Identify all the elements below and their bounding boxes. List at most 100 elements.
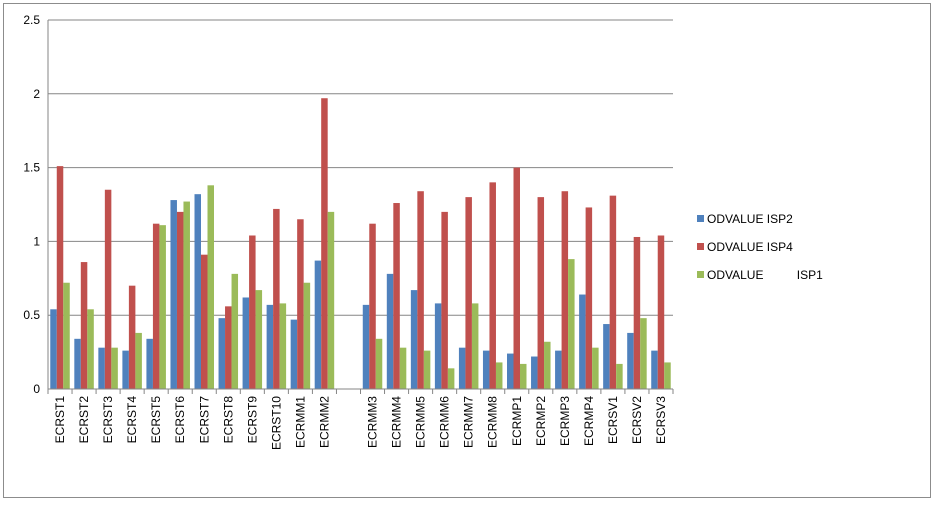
bar: [633, 236, 641, 389]
x-tick-label: ECRMM8: [486, 396, 500, 448]
bar: [375, 338, 383, 389]
x-tick-label: ECRMP2: [534, 396, 548, 446]
bar: [520, 363, 527, 389]
x-tick-label: ECRST1: [53, 396, 67, 444]
bar: [297, 219, 304, 389]
bar: [544, 341, 551, 389]
x-tick-label: ECRMP3: [558, 396, 572, 446]
x-tick-label: ECRST8: [221, 396, 235, 444]
legend-label: ODVALUE ISP2: [707, 212, 793, 226]
bar: [386, 273, 394, 389]
bar: [146, 338, 153, 389]
bar: [279, 303, 287, 389]
bar: [585, 207, 593, 389]
bar: [458, 347, 466, 389]
bar: [231, 273, 239, 389]
bar: [249, 235, 256, 389]
x-tick-label: ECRST3: [101, 396, 115, 444]
x-tick-label: ECRMM1: [293, 396, 307, 448]
bar: [303, 282, 311, 389]
bar: [537, 197, 545, 389]
x-axis: ECRST1 ECRST2 ECRST3 ECRST4 ECRST5 ECRST6 ECRS…: [47, 388, 674, 450]
y-tick-label: 0.5: [23, 308, 40, 322]
x-tick-label: ECRMM4: [390, 396, 404, 448]
y-tick-label: 2.5: [23, 13, 40, 27]
bar: [471, 303, 479, 389]
bar: [104, 189, 112, 389]
bar: [531, 356, 538, 389]
y-tick-label: 0: [33, 382, 40, 396]
bar: [651, 350, 658, 389]
bar: [627, 332, 634, 389]
bar: [327, 211, 335, 389]
bar: [80, 262, 88, 389]
bar: [63, 282, 70, 389]
x-tick-label: ECRST5: [149, 396, 163, 444]
bar: [657, 235, 665, 389]
bar: [579, 294, 586, 389]
bar: [561, 191, 569, 389]
bar: [176, 211, 184, 389]
x-tick-label: ECRMM7: [462, 396, 476, 448]
bar: [56, 166, 64, 389]
legend: ODVALUE ISP2 ODVALUE ISP4 ODVALUE ISP1: [697, 212, 823, 282]
x-tick-label: ECRMM6: [438, 396, 452, 448]
bar: [482, 350, 490, 389]
bar: [170, 200, 177, 389]
bar: [609, 195, 617, 389]
legend-label: ODVALUE ISP4: [707, 240, 793, 254]
bar: [225, 306, 232, 389]
bars: [50, 98, 671, 389]
bar: [399, 347, 407, 389]
bar: [495, 362, 503, 389]
y-tick-label: 1.5: [23, 161, 40, 175]
bar: [159, 225, 166, 389]
y-axis: 0 0.5 1 1.5 2 2.5: [23, 13, 49, 396]
bar: [616, 363, 623, 389]
bar: [135, 332, 142, 389]
x-tick-label: ECRMP1: [510, 396, 524, 446]
bar: [592, 347, 599, 389]
x-tick-label: ECRMM3: [366, 396, 380, 448]
bar: [568, 259, 575, 389]
bar: [417, 191, 424, 389]
bar: [369, 223, 376, 389]
bar: [640, 318, 647, 389]
bar: [603, 324, 610, 389]
bar: [273, 208, 280, 389]
bar: [122, 350, 129, 389]
x-tick-label: ECRSV2: [630, 396, 644, 444]
bar: [183, 201, 190, 389]
x-tick-label: ECRST7: [197, 396, 211, 444]
bar: [152, 223, 160, 389]
bar: [489, 182, 496, 389]
bar: [266, 304, 274, 389]
bar: [423, 350, 431, 389]
x-tick-label: ECRST2: [77, 396, 91, 444]
bar: [434, 303, 442, 389]
bar: [50, 309, 57, 389]
bar: [664, 362, 671, 389]
bar: [242, 297, 250, 389]
x-tick-label: ECRSV1: [606, 396, 620, 444]
bar: [128, 285, 136, 389]
bar: [447, 368, 455, 389]
y-tick-label: 1: [33, 234, 40, 248]
x-tick-label: ECRST6: [173, 396, 187, 444]
legend-swatch: [697, 215, 704, 222]
x-tick-label: ECRMM2: [317, 396, 331, 448]
bar: [507, 353, 514, 389]
bar: [555, 350, 562, 389]
x-tick-label: ECRMP4: [582, 396, 596, 446]
x-tick-label: ECRST9: [245, 396, 259, 444]
bar: [393, 203, 400, 389]
bar: [218, 318, 226, 389]
x-tick-label: ECRST10: [269, 396, 283, 450]
bar: [111, 347, 118, 389]
bar: [410, 290, 418, 389]
bar: [201, 254, 208, 389]
bar: [441, 211, 448, 389]
x-tick-label: ECRST4: [125, 396, 139, 444]
bar: [74, 338, 81, 389]
